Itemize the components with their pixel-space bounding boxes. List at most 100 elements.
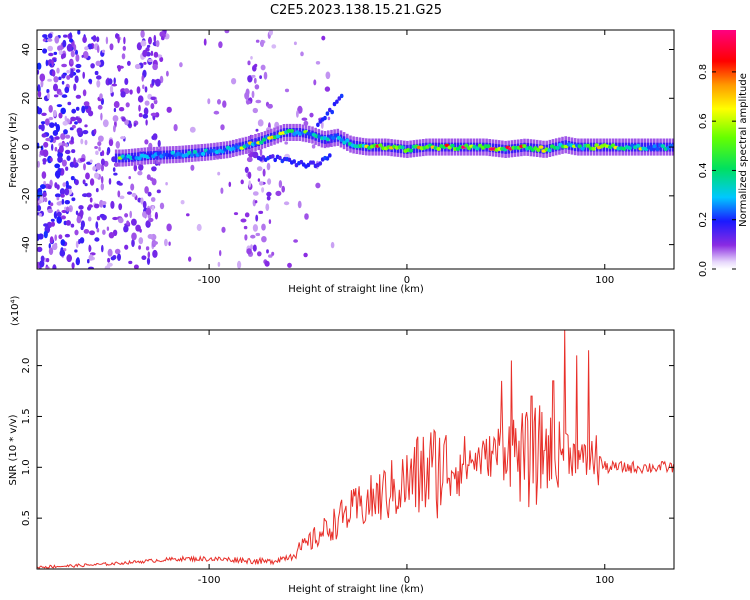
- branch-blob: [287, 157, 292, 162]
- band-core: [555, 145, 560, 150]
- band-core: [408, 148, 414, 153]
- noise-speckle: [54, 122, 57, 127]
- noise-speckle: [268, 30, 273, 36]
- noise-speckle: [113, 107, 117, 113]
- noise-speckle: [179, 62, 183, 68]
- noise-speckle: [108, 232, 115, 239]
- noise-speckle: [244, 234, 248, 241]
- noise-speckle: [58, 234, 63, 240]
- branch-blob: [311, 160, 316, 165]
- noise-speckle: [144, 86, 148, 93]
- noise-speckle: [43, 223, 49, 227]
- noise-speckle: [92, 166, 97, 171]
- noise-speckle: [138, 113, 143, 118]
- noise-speckle: [189, 126, 196, 133]
- noise-speckle: [49, 236, 54, 244]
- noise-speckle: [113, 77, 116, 84]
- noise-speckle: [244, 166, 249, 173]
- band-envelope: [304, 129, 308, 139]
- noise-speckle: [152, 133, 158, 140]
- noise-speckle: [62, 39, 67, 48]
- noise-speckle: [131, 218, 137, 226]
- noise-speckle: [58, 76, 62, 81]
- noise-speckle: [156, 189, 161, 194]
- noise-speckle: [146, 174, 151, 181]
- noise-speckle: [190, 164, 195, 171]
- noise-speckle: [61, 142, 67, 147]
- noise-speckle: [74, 249, 78, 253]
- noise-speckle: [140, 30, 145, 38]
- noise-speckle: [146, 221, 150, 227]
- noise-speckle: [143, 61, 147, 65]
- noise-speckle: [66, 69, 71, 74]
- noise-speckle: [96, 36, 100, 43]
- noise-speckle: [112, 115, 119, 122]
- noise-speckle: [96, 75, 102, 80]
- noise-speckle: [118, 182, 123, 186]
- noise-speckle: [231, 78, 237, 85]
- noise-speckle: [74, 75, 79, 83]
- snr-panel: -100 0 100 0.5 1.0 1.5 2.0 Height of straight …: [8, 295, 675, 595]
- noise-speckle: [258, 181, 264, 186]
- noise-speckle: [98, 135, 104, 142]
- noise-speckle: [284, 141, 289, 145]
- noise-speckle: [40, 121, 46, 125]
- noise-speckle: [296, 110, 299, 118]
- noise-speckle: [293, 41, 297, 46]
- noise-speckle: [49, 202, 54, 207]
- noise-speckle: [45, 266, 50, 269]
- noise-speckle: [263, 71, 268, 80]
- noise-speckle: [220, 124, 225, 131]
- band-core: [547, 148, 552, 153]
- noise-speckle: [271, 251, 275, 256]
- noise-speckle: [64, 233, 70, 238]
- noise-speckle: [53, 94, 59, 98]
- noise-speckle: [63, 129, 68, 135]
- noise-speckle: [88, 266, 94, 269]
- branch-blob: [337, 96, 342, 101]
- noise-speckle: [88, 254, 94, 261]
- noise-speckle: [303, 252, 308, 258]
- noise-speckle: [255, 232, 261, 237]
- noise-speckle: [66, 206, 70, 212]
- noise-speckle: [218, 41, 223, 49]
- band-core: [189, 153, 195, 158]
- band-core: [400, 145, 405, 150]
- noise-speckle: [131, 192, 137, 198]
- noise-speckle: [264, 260, 270, 267]
- noise-speckle: [121, 117, 126, 122]
- noise-speckle: [41, 112, 47, 117]
- noise-speckle: [120, 91, 126, 98]
- noise-speckle: [109, 43, 114, 51]
- y-tick-label: 1.5: [21, 408, 32, 424]
- noise-speckle: [45, 137, 52, 142]
- noise-speckle: [50, 218, 55, 222]
- noise-speckle: [66, 75, 71, 80]
- noise-speckle: [80, 138, 84, 145]
- noise-speckle: [107, 78, 113, 85]
- noise-speckle: [122, 45, 127, 51]
- noise-speckle: [94, 172, 99, 179]
- noise-speckle: [260, 64, 266, 71]
- noise-speckle: [148, 36, 152, 45]
- noise-speckle: [79, 209, 84, 217]
- noise-speckle: [37, 84, 41, 91]
- noise-speckle: [126, 60, 131, 66]
- x-tick-label: 100: [595, 575, 614, 586]
- band-envelope: [403, 144, 406, 154]
- noise-speckle: [82, 51, 89, 59]
- noise-speckle: [144, 186, 149, 194]
- noise-speckle: [84, 139, 88, 146]
- noise-speckle: [135, 224, 141, 232]
- noise-speckle: [85, 172, 90, 180]
- noise-speckle: [155, 78, 161, 87]
- band-envelope: [203, 147, 207, 157]
- noise-speckle: [255, 39, 260, 43]
- noise-speckle: [82, 71, 85, 79]
- noise-speckle: [117, 35, 120, 44]
- noise-speckle: [76, 257, 80, 265]
- noise-speckle: [64, 86, 70, 94]
- noise-speckle: [38, 124, 42, 130]
- noise-speckle: [70, 176, 75, 181]
- noise-speckle: [266, 249, 269, 254]
